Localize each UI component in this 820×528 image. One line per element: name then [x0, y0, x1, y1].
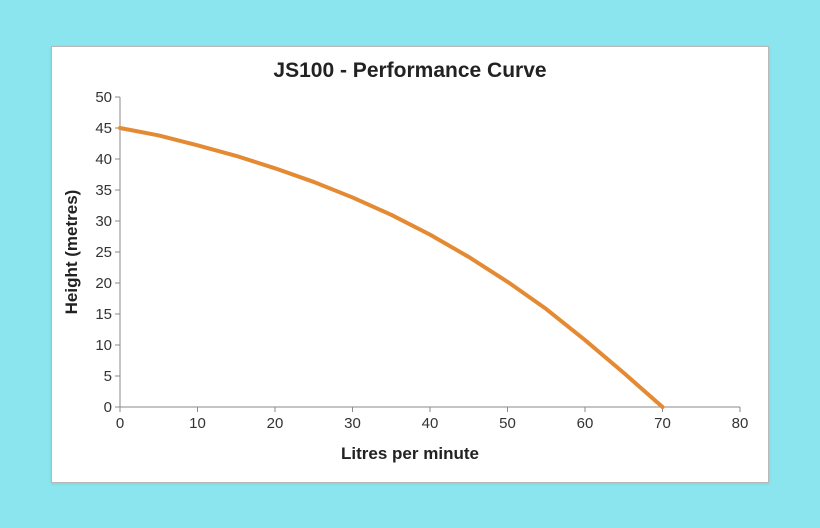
x-tick-label: 80 — [732, 415, 749, 432]
y-tick-label: 30 — [95, 213, 112, 230]
chart-area: Height (metres) 051015202530354045500102… — [70, 91, 750, 464]
x-tick-label: 40 — [422, 415, 439, 432]
x-tick-label: 50 — [499, 415, 516, 432]
series-performance-curve — [120, 128, 663, 407]
x-tick-label: 60 — [577, 415, 594, 432]
y-axis-label: Height (metres) — [62, 189, 82, 314]
x-tick-label: 0 — [116, 415, 124, 432]
y-tick-label: 45 — [95, 120, 112, 137]
x-tick-label: 20 — [267, 415, 284, 432]
y-tick-label: 20 — [95, 275, 112, 292]
x-tick-label: 30 — [344, 415, 361, 432]
chart-panel: JS100 - Performance Curve Height (metres… — [51, 46, 769, 483]
y-tick-label: 5 — [104, 368, 112, 385]
y-tick-label: 50 — [95, 91, 112, 106]
x-axis-label: Litres per minute — [70, 444, 750, 464]
y-tick-label: 0 — [104, 399, 112, 416]
chart-svg: 0 5 10 15 20 25 30 35 40 45 50 0 10 20 30 40 50 60 70 80 — [70, 91, 750, 433]
y-tick-label: 15 — [95, 306, 112, 323]
x-tick-label: 10 — [189, 415, 206, 432]
y-tick-label: 35 — [95, 182, 112, 199]
y-tick-label: 40 — [95, 151, 112, 168]
chart-title: JS100 - Performance Curve — [70, 59, 750, 83]
y-tick-label: 25 — [95, 244, 112, 261]
y-tick-label: 10 — [95, 337, 112, 354]
x-tick-label: 70 — [654, 415, 671, 432]
